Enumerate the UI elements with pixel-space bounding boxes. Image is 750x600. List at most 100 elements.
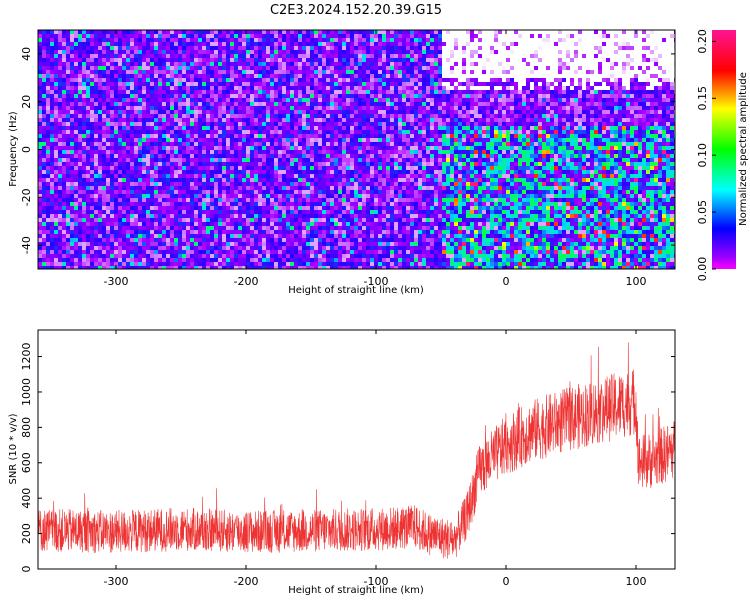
heatmap-cell xyxy=(398,58,402,62)
heatmap-cell xyxy=(338,130,342,134)
heatmap-cell xyxy=(394,150,398,154)
heatmap-cell xyxy=(414,42,418,46)
heatmap-cell xyxy=(254,82,258,86)
heatmap-cell xyxy=(50,70,54,74)
heatmap-cell xyxy=(482,54,486,58)
heatmap-cell xyxy=(154,106,158,110)
heatmap-cell xyxy=(266,50,270,54)
heatmap-cell xyxy=(586,118,590,122)
heatmap-cell xyxy=(294,66,298,70)
heatmap-cell xyxy=(618,134,622,138)
heatmap-cell xyxy=(174,142,178,146)
heatmap-cell xyxy=(454,78,458,82)
heatmap-cell xyxy=(662,54,666,58)
heatmap-cell xyxy=(322,66,326,70)
heatmap-cell xyxy=(334,66,338,70)
heatmap-cell xyxy=(278,58,282,62)
heatmap-cell xyxy=(478,42,482,46)
heatmap-cell xyxy=(402,50,406,54)
heatmap-cell xyxy=(170,46,174,50)
heatmap-cell xyxy=(498,134,502,138)
heatmap-cell xyxy=(62,86,66,90)
heatmap-cell xyxy=(94,150,98,154)
heatmap-cell xyxy=(646,66,650,70)
heatmap-cell xyxy=(238,90,242,94)
heatmap-cell xyxy=(446,122,450,126)
heatmap-cell xyxy=(194,150,198,154)
heatmap-cell xyxy=(614,94,618,98)
heatmap-cell xyxy=(410,74,414,78)
heatmap-cell xyxy=(150,70,154,74)
heatmap-cell xyxy=(602,66,606,70)
heatmap-cell xyxy=(522,70,526,74)
heatmap-cell xyxy=(610,42,614,46)
heatmap-cell xyxy=(150,146,154,150)
heatmap-cell xyxy=(618,66,622,70)
heatmap-cell xyxy=(158,50,162,54)
heatmap-cell xyxy=(178,110,182,114)
heatmap-cell xyxy=(98,78,102,82)
heatmap-cell xyxy=(446,102,450,106)
heatmap-cell xyxy=(406,62,410,66)
heatmap-cell xyxy=(486,94,490,98)
heatmap-cell xyxy=(190,138,194,142)
heatmap-cell xyxy=(270,34,274,38)
heatmap-cell xyxy=(146,30,150,34)
heatmap-cell xyxy=(358,70,362,74)
heatmap-cell xyxy=(490,50,494,54)
heatmap-cell xyxy=(134,34,138,38)
heatmap-cell xyxy=(290,94,294,98)
heatmap-cell xyxy=(614,126,618,130)
heatmap-cell xyxy=(162,94,166,98)
heatmap-cell xyxy=(434,102,438,106)
heatmap-cell xyxy=(114,118,118,122)
heatmap-cell xyxy=(558,86,562,90)
heatmap-cell xyxy=(74,30,78,34)
heatmap-cell xyxy=(498,90,502,94)
heatmap-cell xyxy=(46,98,50,102)
heatmap-cell xyxy=(362,94,366,98)
heatmap-cell xyxy=(142,66,146,70)
heatmap-cell xyxy=(290,106,294,110)
heatmap-cell xyxy=(118,78,122,82)
heatmap-cell xyxy=(182,94,186,98)
heatmap-cell xyxy=(658,54,662,58)
heatmap-cell xyxy=(550,130,554,134)
heatmap-cell xyxy=(202,30,206,34)
heatmap-cell xyxy=(102,30,106,34)
heatmap-cell xyxy=(286,50,290,54)
heatmap-cell xyxy=(402,134,406,138)
heatmap-cell xyxy=(614,142,618,146)
heatmap-cell xyxy=(410,126,414,130)
heatmap-cell xyxy=(322,150,326,154)
heatmap-cell xyxy=(226,34,230,38)
heatmap-cell xyxy=(466,122,470,126)
heatmap-cell xyxy=(598,82,602,86)
heatmap-cell xyxy=(126,134,130,138)
heatmap-cell xyxy=(390,134,394,138)
heatmap-cell xyxy=(474,118,478,122)
heatmap-cell xyxy=(474,134,478,138)
heatmap-cell xyxy=(290,126,294,130)
heatmap-cell xyxy=(142,126,146,130)
heatmap-cell xyxy=(298,86,302,90)
heatmap-cell xyxy=(154,126,158,130)
heatmap-cell xyxy=(474,42,478,46)
heatmap-cell xyxy=(426,38,430,42)
heatmap-cell xyxy=(134,90,138,94)
heatmap-cell xyxy=(222,66,226,70)
heatmap-cell xyxy=(390,114,394,118)
heatmap-cell xyxy=(354,130,358,134)
heatmap-cell xyxy=(450,78,454,82)
heatmap-cell xyxy=(670,142,674,146)
heatmap-cell xyxy=(402,82,406,86)
heatmap-cell xyxy=(590,122,594,126)
heatmap-cell xyxy=(506,30,510,34)
heatmap-cell xyxy=(654,38,658,42)
heatmap-cell xyxy=(282,34,286,38)
heatmap-cell xyxy=(346,70,350,74)
heatmap-cell xyxy=(142,98,146,102)
heatmap-cell xyxy=(614,30,618,34)
heatmap-cell xyxy=(286,46,290,50)
heatmap-cell xyxy=(586,38,590,42)
